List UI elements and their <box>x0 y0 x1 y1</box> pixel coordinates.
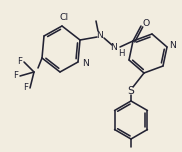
Text: N: N <box>110 43 117 52</box>
Text: H: H <box>118 50 124 59</box>
Text: N: N <box>170 40 176 50</box>
Text: N: N <box>83 59 89 69</box>
Text: F: F <box>13 71 19 81</box>
Text: Cl: Cl <box>60 14 69 22</box>
Text: O: O <box>142 19 150 28</box>
Text: S: S <box>128 86 134 96</box>
Text: F: F <box>17 57 23 67</box>
Text: F: F <box>23 83 29 93</box>
Text: N: N <box>97 31 103 40</box>
